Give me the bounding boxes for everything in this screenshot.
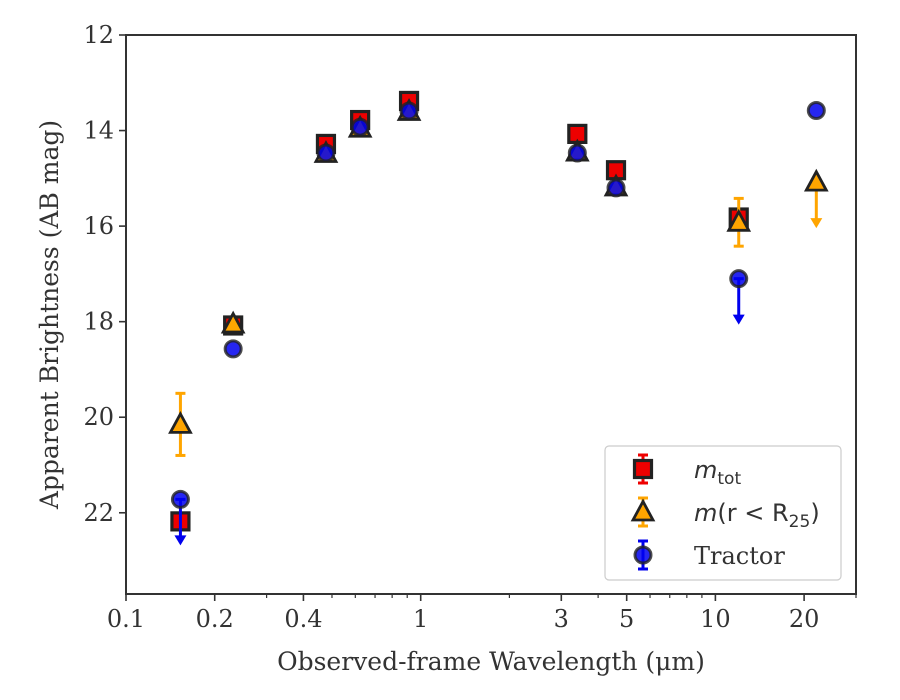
y-tick-label: 18 [83,308,114,336]
legend-label-symbol: m [694,499,717,527]
upper-limit-arrow [810,218,823,229]
legend-label-text: (r < R [717,499,788,527]
data-point [806,100,826,120]
x-tick-label: 20 [789,605,820,633]
legend-label-text: ) [810,499,819,527]
x-tick-label: 5 [619,605,634,633]
legend-entry-tractor: Tractor [633,539,785,571]
data-point [223,339,243,359]
circle-marker [316,143,336,163]
legend-label: mtot [694,456,741,489]
triangle-marker [630,498,656,522]
x-tick-label: 0.1 [107,605,145,633]
data-point [220,310,246,334]
circle-marker [223,339,243,359]
x-tick-label: 0.2 [196,605,234,633]
circle-marker [806,100,826,120]
series-tractor [170,100,826,546]
y-tick-label: 20 [83,403,114,431]
triangle-marker [726,208,752,232]
data-point [350,117,370,137]
circle-marker [567,143,587,163]
x-axis-title: Observed-frame Wavelength (μm) [277,647,705,676]
data-point [168,391,193,457]
circle-marker [170,489,190,509]
plot-frame [125,34,857,595]
x-tick-label: 0.4 [284,605,322,633]
circle-marker [350,117,370,137]
x-tick-label: 3 [554,605,569,633]
y-tick-label: 22 [83,499,114,527]
data-point [316,143,336,163]
triangle-marker [168,410,193,434]
legend-entry-mr25: m(r < R25) [630,496,820,532]
upper-limit-arrow [174,535,187,546]
y-axis: 12 14 16 18 20 22 [83,21,126,527]
x-axis: 0.1 0.2 0.4 1 3 5 10 20 [107,594,857,633]
circle-marker [729,269,749,289]
y-tick-label: 16 [83,212,114,240]
data-point [606,178,626,198]
data-point [567,143,587,163]
data-point [726,196,752,248]
triangle-marker [220,310,246,334]
legend-label: m(r < R25) [694,499,820,532]
y-axis-title: Apparent Brightness (AB mag) [35,120,64,510]
square-marker [632,458,654,480]
circle-marker [399,101,419,121]
data-point [803,168,829,229]
data-point [170,489,190,546]
series-mr25 [168,98,829,457]
x-tick-label: 1 [413,605,428,633]
legend-entry-mtot: mtot [632,453,741,489]
circle-marker [633,545,653,565]
legend-label: Tractor [694,542,785,570]
legend-label-subscript: tot [717,469,741,489]
plot-marks [168,90,829,546]
upper-limit-arrow [732,314,745,325]
data-point [399,101,419,121]
y-tick-label: 12 [83,21,114,49]
data-point [729,269,749,325]
legend-box [604,445,842,581]
legend-label-subscript: 25 [789,512,811,532]
legend-label-symbol: m [694,456,717,484]
circle-marker [606,178,626,198]
x-tick-label: 10 [700,605,731,633]
y-tick-label: 14 [83,117,114,145]
triangle-marker [803,168,829,192]
